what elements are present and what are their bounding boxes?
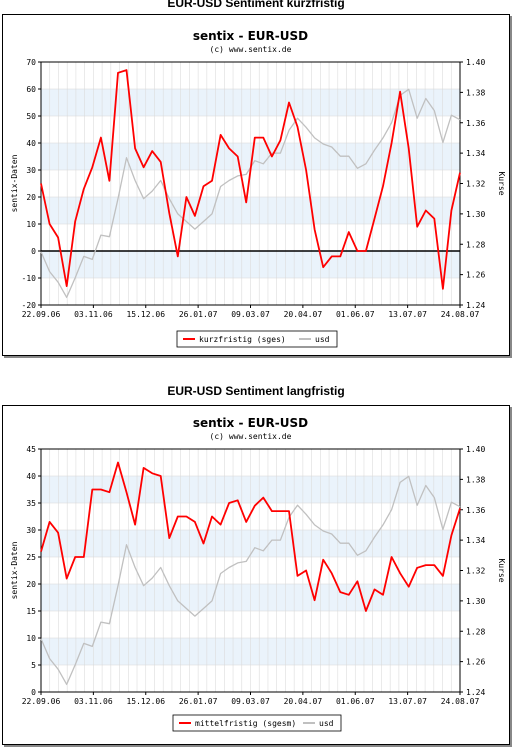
x-tick-label: 03.11.06 [74,310,113,319]
legend-label-usd: usd [315,335,330,344]
y-tick-label: 70 [26,58,36,67]
x-tick-label: 15.12.06 [126,697,165,706]
x-tick-label: 24.08.07 [441,697,480,706]
chart-legend: kurzfristig (sges) usd [176,330,338,348]
x-tick-label: 26.01.07 [179,310,218,319]
y-tick-label: 40 [26,139,36,148]
chart-title: sentix - EUR-USD [193,416,308,430]
y2-tick-label: 1.30 [466,210,485,219]
y-tick-label: 50 [26,112,36,121]
x-tick-label: 15.12.06 [126,310,165,319]
y-tick-label: 60 [26,85,36,94]
y2-tick-label: 1.24 [466,301,485,310]
y-tick-label: 20 [26,580,36,589]
chart-title: sentix - EUR-USD [193,29,308,43]
chart-heading-langfristig: EUR-USD Sentiment langfristig [167,384,345,398]
y-tick-label: 0 [31,247,36,256]
y2-tick-label: 1.28 [466,240,485,249]
x-tick-label: 01.06.07 [336,310,375,319]
x-tick-label: 01.06.07 [336,697,375,706]
y2-axis-label: Kurse [497,171,506,195]
y-tick-label: 30 [26,526,36,535]
y2-tick-label: 1.36 [466,506,485,515]
sentiment-chart-langfristig: 0 5 10 15 20 25 30 35 40 45 1.24 1.26 1.28 1.30 1.32 1.… [10,416,506,732]
y2-tick-label: 1.40 [466,445,485,454]
y-tick-label: 0 [31,688,36,697]
x-tick-label: 22.09.06 [22,310,61,319]
legend-box [176,330,338,348]
y2-tick-label: 1.36 [466,119,485,128]
x-tick-label: 20.04.07 [284,310,323,319]
chart-subtitle: (c) www.sentix.de [210,45,292,54]
y2-tick-label: 1.28 [466,627,485,636]
chart-panel-langfristig: 0 5 10 15 20 25 30 35 40 45 1.24 1.26 1.28 1.30 1.32 1.… [2,405,510,745]
y-tick-label: 10 [26,220,36,229]
x-tick-label: 26.01.07 [179,697,218,706]
y2-tick-label: 1.38 [466,88,485,97]
y-axis-label: sentix-Daten [10,541,19,599]
y-tick-label: 40 [26,472,36,481]
y2-tick-label: 1.32 [466,180,485,189]
x-tick-label: 03.11.06 [74,697,113,706]
chart-heading-kurzfristig: EUR-USD Sentiment kurzfristig [167,0,345,10]
y2-tick-label: 1.34 [466,149,485,158]
y2-tick-label: 1.30 [466,597,485,606]
sentiment-chart-kurzfristig: -20 -10 0 10 20 30 40 50 60 70 1.24 1.26 1.28 1.30 1.3… [10,29,506,348]
y2-axis-label: Kurse [497,558,506,582]
y-tick-label: -20 [22,301,37,310]
y-tick-label: 30 [26,166,36,175]
y2-tick-label: 1.40 [466,58,485,67]
legend-label-sentiment: mittelfristig (sgesm) [195,719,296,728]
y2-tick-label: 1.34 [466,536,485,545]
chart-subtitle: (c) www.sentix.de [210,432,292,441]
chart-panel-kurzfristig: -20 -10 0 10 20 30 40 50 60 70 1.24 1.26 1.28 1.30 1.3… [2,14,510,356]
y2-tick-label: 1.38 [466,475,485,484]
x-tick-label: 13.07.07 [388,310,427,319]
legend-label-usd: usd [319,719,334,728]
y2-tick-label: 1.26 [466,271,485,280]
x-tick-label: 20.04.07 [284,697,323,706]
x-tick-label: 22.09.06 [22,697,61,706]
y-tick-label: -10 [22,274,37,283]
y-tick-label: 20 [26,193,36,202]
x-tick-label: 09.03.07 [231,697,270,706]
chart-legend: mittelfristig (sgesm) usd [172,714,342,732]
series-line-sentiment [40,69,461,290]
x-tick-label: 13.07.07 [388,697,427,706]
y-tick-label: 35 [26,499,36,508]
x-tick-label: 24.08.07 [441,310,480,319]
y-tick-label: 15 [26,607,36,616]
y-axis-label: sentix-Daten [10,154,19,212]
y-tick-label: 25 [26,553,36,562]
y2-tick-label: 1.26 [466,658,485,667]
y-tick-label: 10 [26,634,36,643]
legend-box [172,714,342,732]
y-tick-label: 5 [31,661,36,670]
y2-tick-label: 1.24 [466,688,485,697]
legend-label-sentiment: kurzfristig (sges) [199,335,286,344]
y-tick-label: 45 [26,445,36,454]
series-line-usd [40,475,461,686]
series-line-sentiment [40,461,461,612]
y2-tick-label: 1.32 [466,567,485,576]
x-tick-label: 09.03.07 [231,310,270,319]
